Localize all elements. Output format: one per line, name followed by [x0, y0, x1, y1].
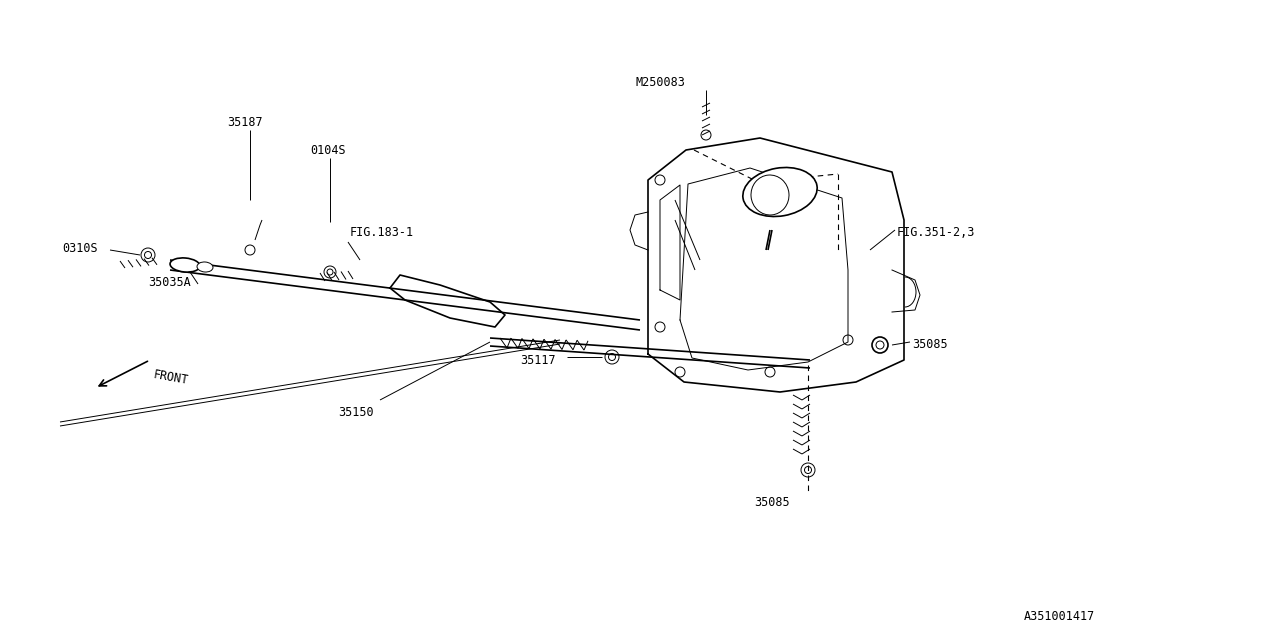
Text: 0104S: 0104S: [310, 143, 346, 157]
Text: 35150: 35150: [338, 406, 374, 419]
Text: FRONT: FRONT: [152, 368, 189, 387]
Text: 0310S: 0310S: [61, 241, 97, 255]
Ellipse shape: [170, 258, 200, 272]
Text: FIG.183-1: FIG.183-1: [349, 225, 415, 239]
Ellipse shape: [197, 262, 212, 272]
Text: M250083: M250083: [635, 76, 685, 88]
Text: 35085: 35085: [911, 337, 947, 351]
Text: FIG.351-2,3: FIG.351-2,3: [897, 225, 975, 239]
Text: 35187: 35187: [227, 115, 262, 129]
Text: 35117: 35117: [521, 353, 556, 367]
Text: 35085: 35085: [754, 495, 790, 509]
Text: A351001417: A351001417: [1024, 609, 1094, 623]
Ellipse shape: [751, 175, 788, 215]
Ellipse shape: [742, 168, 817, 216]
Text: 35035A: 35035A: [148, 275, 191, 289]
